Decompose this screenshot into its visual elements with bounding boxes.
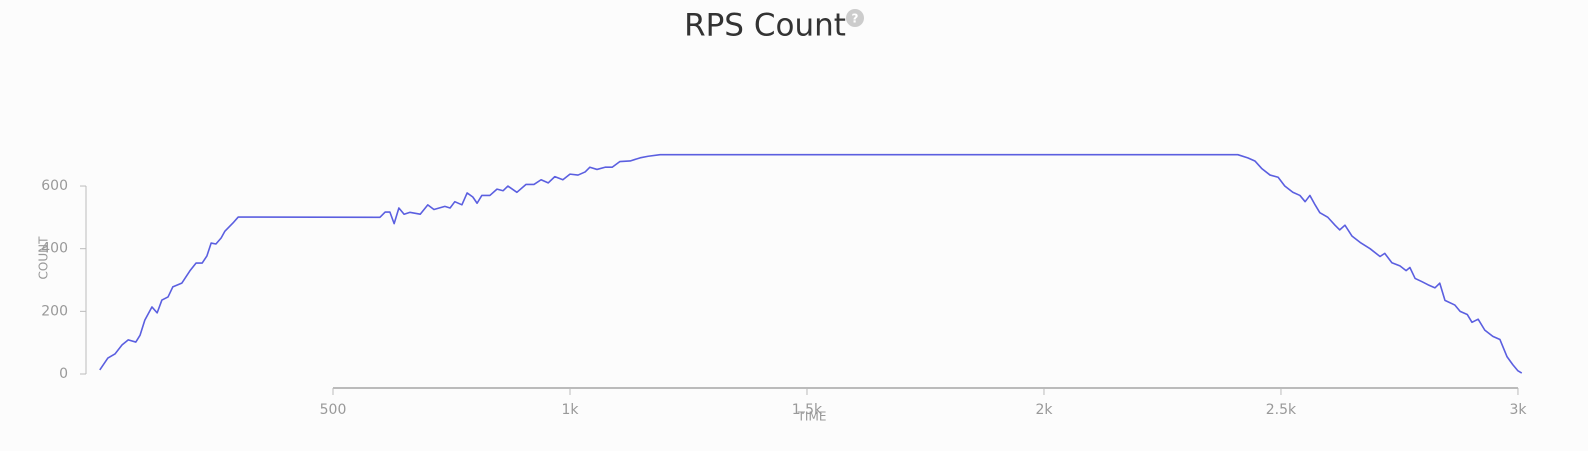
chart-title: RPS Count	[684, 8, 846, 44]
x-tick-label: 2k	[1035, 402, 1053, 418]
x-axis-label: TIME	[797, 410, 827, 424]
data-line	[99, 153, 1523, 374]
help-icon-glyph[interactable]: ?	[852, 12, 859, 26]
y-tick-label: 200	[41, 303, 68, 319]
y-tick-label: 400	[41, 241, 68, 257]
y-axis-label: COUNT	[37, 236, 51, 280]
y-tick-label: 600	[41, 178, 68, 194]
x-tick-label: 1.5k	[792, 402, 823, 418]
help-icon[interactable]	[846, 9, 864, 27]
x-tick-label: 1k	[561, 402, 579, 418]
x-tick-label: 2.5k	[1266, 402, 1297, 418]
y-tick-label: 0	[59, 366, 68, 382]
x-tick-label: 500	[320, 402, 347, 418]
x-tick-label: 3k	[1509, 402, 1527, 418]
